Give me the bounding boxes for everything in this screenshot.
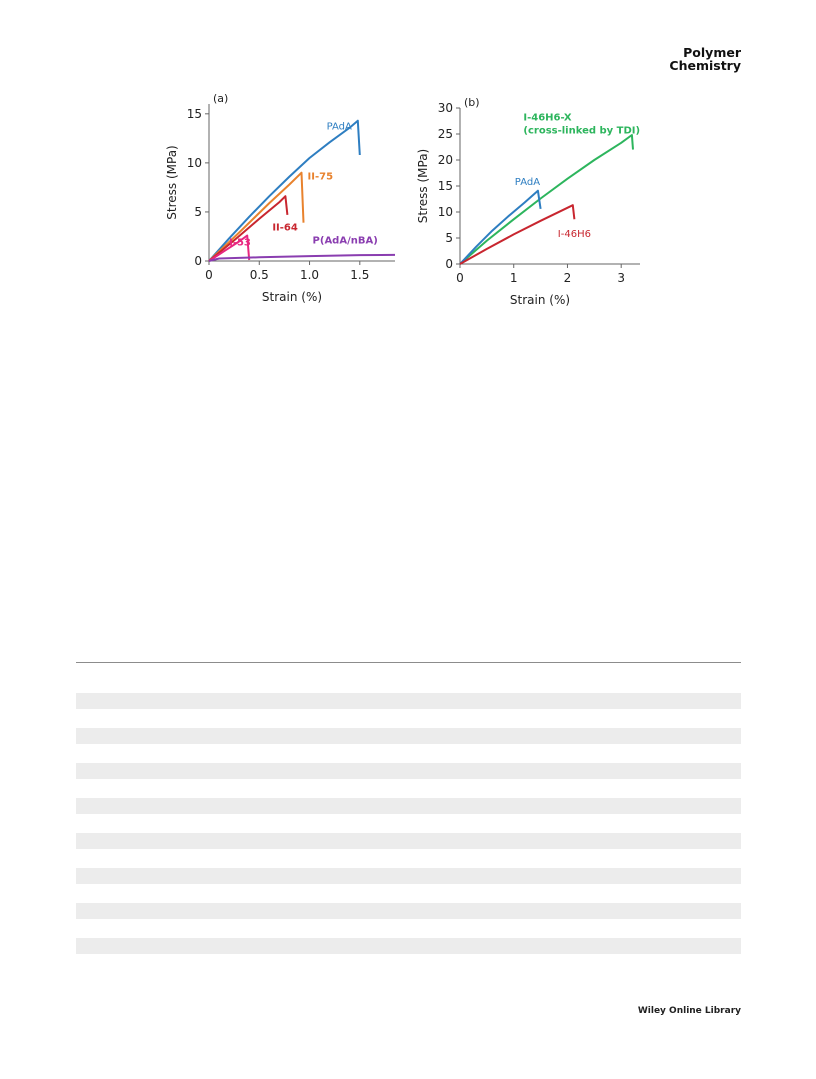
table-row	[76, 938, 741, 954]
panel-b-x-tick-label: 1	[510, 271, 518, 285]
panel-a-x-axis-label: Strain (%)	[262, 290, 322, 304]
panel-b-y-axis-label: Stress (MPa)	[416, 149, 430, 223]
table-row	[76, 693, 741, 709]
table-row	[76, 833, 741, 849]
panel-b-series-label-i-46h6: I-46H6	[558, 229, 591, 240]
panel-a-series-line-ii-64	[208, 195, 289, 262]
table-row	[76, 798, 741, 814]
panel-a-series-line-i-53	[208, 234, 251, 262]
table-row	[76, 903, 741, 919]
panel-a-x-tick-label: 0.5	[250, 268, 269, 282]
panel-b-series-line-i-46h6-x	[459, 134, 634, 265]
panel-b-series-label-i-46h6-x: I-46H6-X	[523, 112, 571, 123]
panel-a-x-tick-label: 0	[205, 268, 213, 282]
journal-name-line2: Chemistry	[669, 58, 741, 73]
panel-b-panel-label: (b)	[464, 96, 480, 109]
panel-b-x-axis-label: Strain (%)	[510, 293, 570, 307]
publisher-footer: Wiley Online Library	[637, 1006, 741, 1016]
panel-b-y-tick-label: 5	[445, 231, 453, 245]
panel-a-series-label-pada: PAdA	[327, 122, 352, 133]
panel-a-y-tick-label: 0	[194, 254, 202, 268]
panel-a-y-tick-label: 15	[187, 107, 202, 121]
panel-a-series-line-ii-75	[208, 171, 305, 262]
panel-b-y-tick-label: 0	[445, 257, 453, 271]
panel-a-series-label-p-ada-nba: P(AdA/nBA)	[313, 235, 378, 246]
table-row	[76, 763, 741, 779]
panel-b-series-label-i-46h6-x-note: (cross-linked by TDI)	[523, 125, 640, 136]
journal-name-line1: Polymer	[683, 45, 741, 60]
panel-a-series-line-p-ada-nba	[208, 253, 396, 262]
panel-b-y-tick-label: 30	[438, 101, 453, 115]
panel-a-series-label-ii-75: II-75	[308, 172, 334, 183]
panel-b-x-tick-label: 3	[617, 271, 625, 285]
panel-b-y-tick-label: 25	[438, 127, 453, 141]
panel-b-x-tick-label: 2	[564, 271, 572, 285]
panel-b-series-line-i-46h6	[459, 204, 576, 265]
table-row	[76, 868, 741, 884]
panel-a-x-tick-label: 1.5	[350, 268, 369, 282]
panel-b-series-label-pada: PAdA	[515, 177, 540, 188]
journal-brand: Polymer Chemistry	[669, 46, 741, 72]
panel-a-x-tick-label: 1.0	[300, 268, 319, 282]
table-top-rule	[76, 662, 741, 663]
panel-b-y-tick-label: 10	[438, 205, 453, 219]
panel-a-series-label-i-53: I-53	[229, 237, 251, 248]
panel-b-x-tick-label: 0	[456, 271, 464, 285]
panel-a-series-label-ii-64: II-64	[272, 223, 298, 234]
panel-b-y-tick-label: 15	[438, 179, 453, 193]
panel-a-y-tick-label: 10	[187, 156, 202, 170]
panel-a-series-line-pada	[208, 119, 361, 262]
panel-b-y-tick-label: 20	[438, 153, 453, 167]
panel-a-y-axis-label: Stress (MPa)	[165, 145, 179, 219]
panel-b-series-line-pada	[459, 189, 542, 265]
panel-a-y-tick-label: 5	[194, 205, 202, 219]
table-row	[76, 728, 741, 744]
panel-a-panel-label: (a)	[213, 92, 228, 105]
